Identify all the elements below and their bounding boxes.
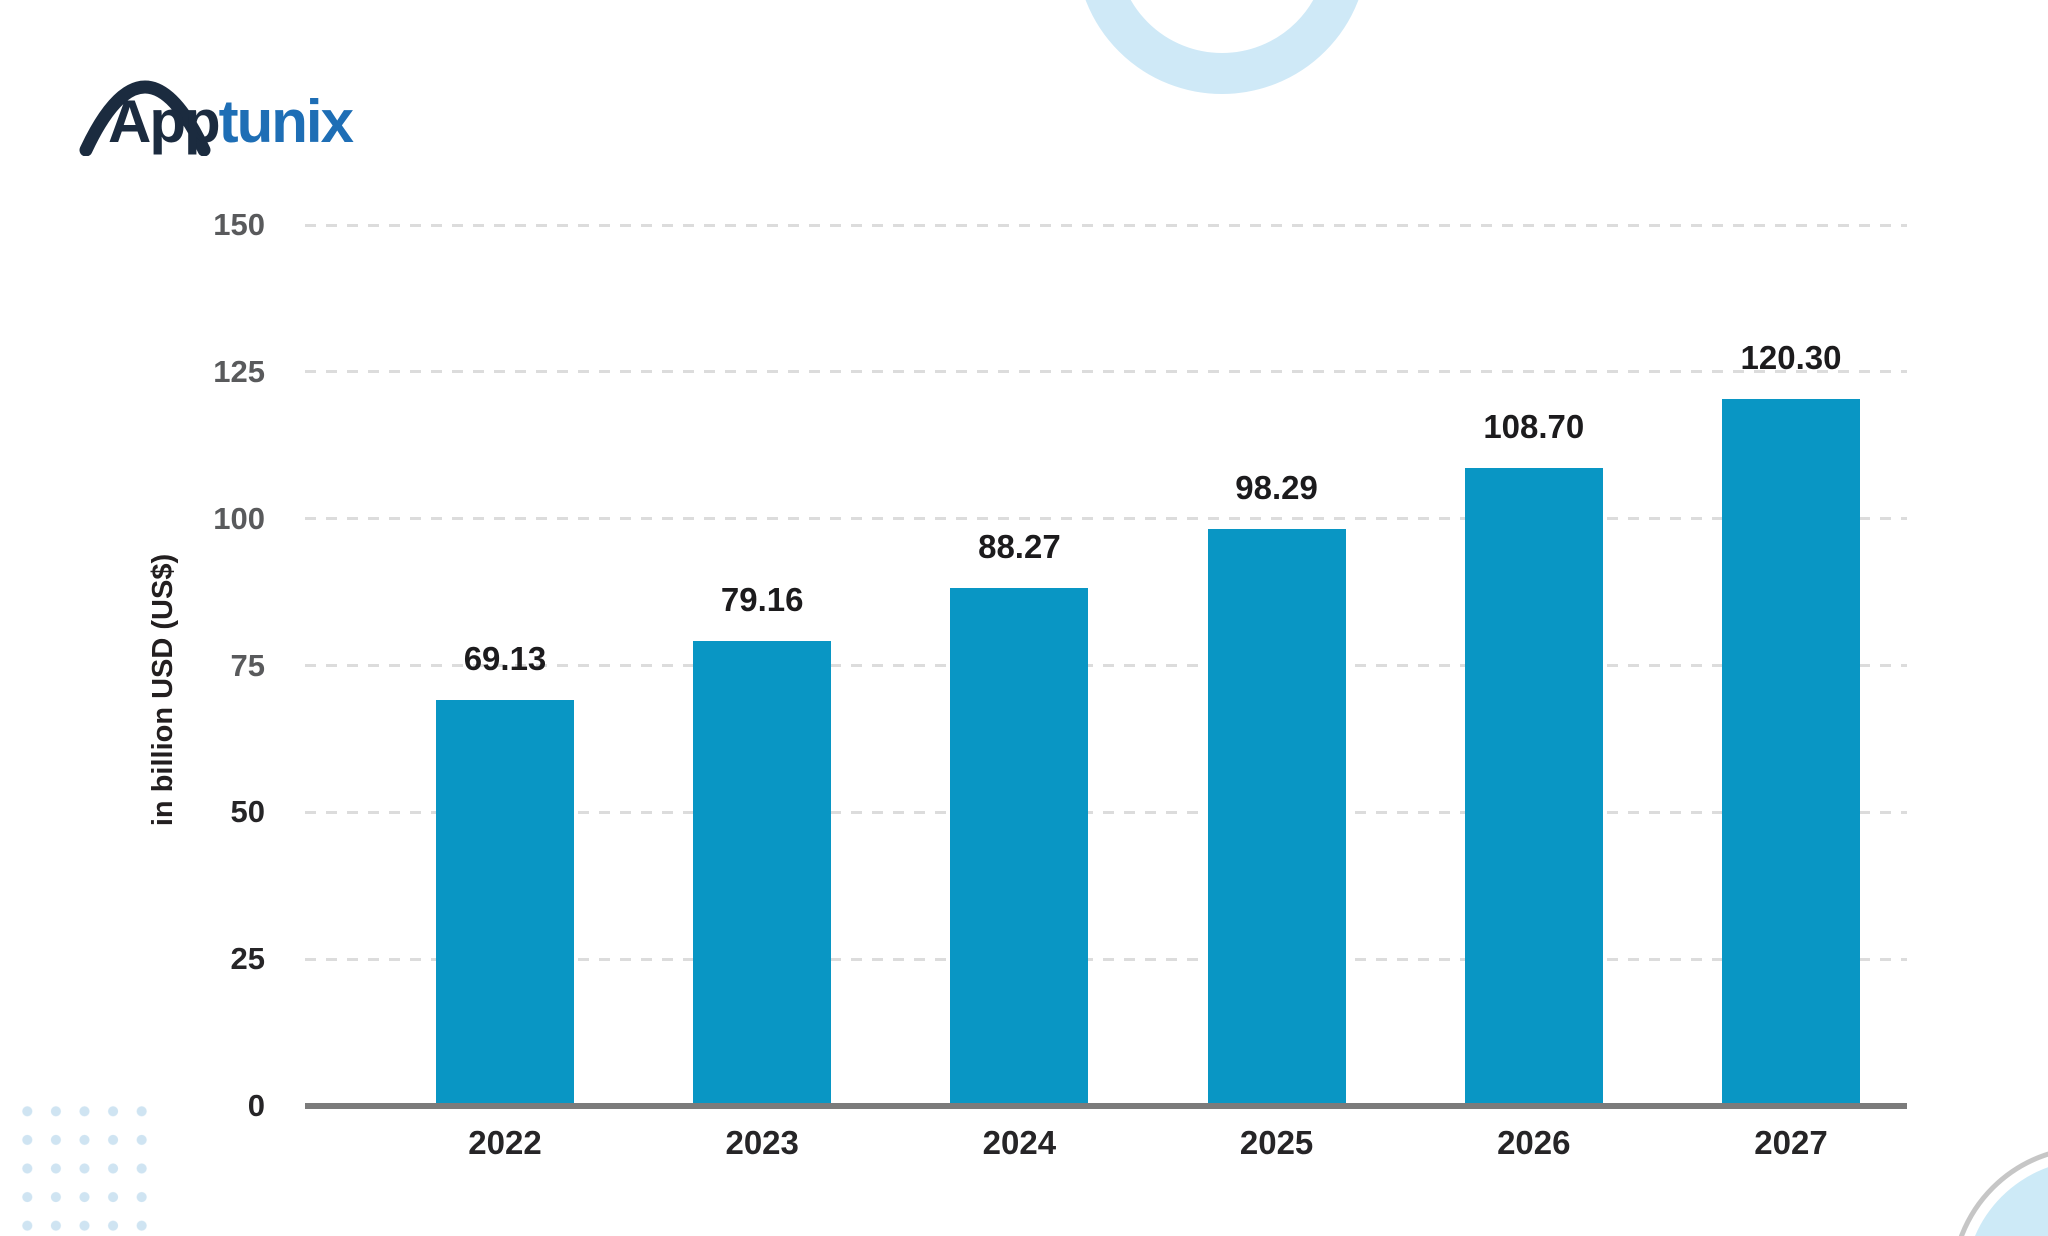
x-axis-category-label: 2025 (1239, 1124, 1314, 1161)
decor-ring (1076, 0, 1368, 94)
bar (1464, 467, 1603, 1106)
bar-value-label: 79.16 (720, 581, 804, 619)
x-axis-category-label: 2027 (1754, 1124, 1828, 1161)
gridline (305, 957, 1907, 961)
x-axis-category-label: 2022 (468, 1124, 542, 1161)
gridline (305, 664, 1907, 667)
y-tick-label: 75 (230, 647, 265, 683)
logo-wordmark-prefix: App (108, 88, 221, 155)
logo-wordmark: Apptunix (108, 72, 354, 172)
logo-wordmark-suffix: tunix (218, 88, 354, 155)
y-tick-label: 150 (213, 207, 265, 242)
bar (1207, 528, 1346, 1106)
apptunix-logo: Apptunix (70, 44, 490, 174)
bar-value-label: 98.29 (1235, 468, 1318, 506)
bar (436, 699, 574, 1106)
bar-value-label: 108.70 (1483, 407, 1585, 445)
y-tick-label: 125 (213, 353, 265, 389)
x-axis-line (305, 1103, 1907, 1109)
x-axis-category-label: 2023 (725, 1124, 799, 1161)
x-axis-category-label: 2024 (982, 1124, 1057, 1161)
x-axis-category-label: 2026 (1497, 1124, 1571, 1161)
bar-value-label: 88.27 (978, 527, 1061, 565)
decor-dot-grid (13, 1097, 162, 1236)
bar (693, 641, 832, 1106)
y-tick-label: 0 (247, 1088, 265, 1123)
y-tick-label: 100 (213, 500, 265, 536)
bar-value-label: 69.13 (463, 639, 547, 677)
gridline (305, 223, 1907, 227)
bar (950, 587, 1089, 1106)
bar (1722, 399, 1860, 1106)
bar-value-label: 120.30 (1740, 339, 1842, 377)
y-tick-label: 25 (230, 941, 265, 977)
logo-arch-icon (79, 80, 211, 156)
gridline (305, 810, 1907, 814)
y-tick-label: 50 (230, 794, 265, 830)
gridline (305, 370, 1907, 374)
gridline (305, 517, 1907, 521)
